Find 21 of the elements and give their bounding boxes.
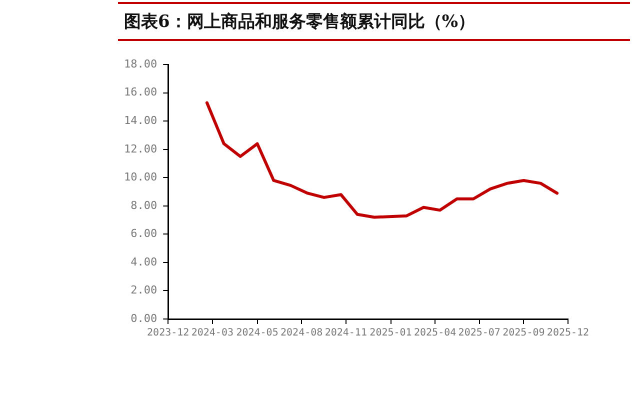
x-tick-label: 2024-11 bbox=[324, 328, 367, 339]
y-tick-label: 0.00 bbox=[130, 312, 158, 325]
y-tick-label: 10.00 bbox=[124, 170, 158, 184]
y-tick-label: 4.00 bbox=[130, 255, 158, 268]
x-tick-label: 2025-04 bbox=[414, 328, 456, 339]
x-tick-label: 2025-12 bbox=[546, 328, 590, 339]
x-tick-label: 2025-07 bbox=[458, 328, 500, 339]
y-tick-label: 14.00 bbox=[124, 114, 158, 127]
x-tick-label: 2024-03 bbox=[191, 328, 234, 339]
y-tick-label: 6.00 bbox=[130, 227, 158, 240]
y-tick-label: 18.00 bbox=[124, 57, 158, 70]
x-tick-label: 2025-09 bbox=[502, 328, 545, 339]
y-tick-label: 12.00 bbox=[124, 142, 158, 156]
y-tick-label: 8.00 bbox=[130, 198, 158, 212]
chart-title: 图表6：网上商品和服务零售额累计同比（%） bbox=[118, 2, 630, 41]
y-tick-label: 2.00 bbox=[130, 284, 158, 297]
y-tick-label: 16.00 bbox=[124, 86, 158, 99]
x-tick-label: 2023-12 bbox=[147, 328, 190, 339]
x-tick-label: 2024-05 bbox=[236, 328, 278, 339]
x-tick-label: 2024-08 bbox=[280, 328, 323, 339]
x-tick-label: 2025-01 bbox=[370, 328, 412, 339]
